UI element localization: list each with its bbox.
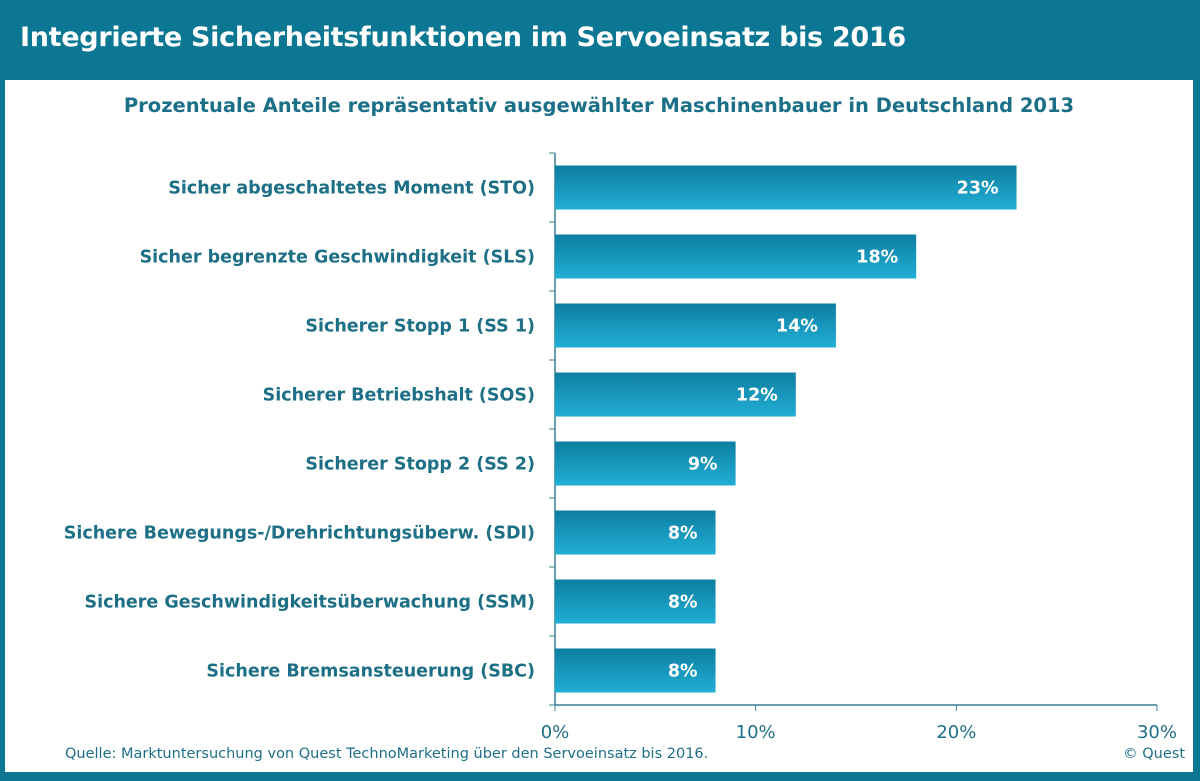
category-label: Sicher begrenzte Geschwindigkeit (SLS) — [140, 248, 535, 268]
source-note: Quelle: Marktuntersuchung von Quest Tech… — [65, 746, 709, 762]
x-tick-label: 10% — [736, 722, 776, 743]
data-label: 12% — [736, 386, 778, 406]
data-label: 9% — [688, 455, 718, 475]
category-label: Sicher abgeschaltetes Moment (STO) — [168, 179, 535, 199]
category-label: Sichere Geschwindigkeitsüberwachung (SSM… — [84, 593, 535, 613]
chart-panel: Prozentuale Anteile repräsentativ ausgew… — [5, 80, 1193, 772]
x-tick-label: 0% — [541, 722, 570, 743]
category-label: Sichere Bremsansteuerung (SBC) — [206, 662, 535, 682]
category-label: Sichere Bewegungs-/Drehrichtungsüberw. (… — [64, 524, 535, 544]
data-label: 23% — [957, 179, 999, 199]
bar — [555, 579, 716, 624]
bar — [555, 510, 716, 555]
copyright: © Quest — [1123, 746, 1185, 762]
data-label: 8% — [668, 593, 698, 613]
bar — [555, 441, 736, 486]
x-tick-label: 30% — [1137, 722, 1177, 743]
bar-chart: 0% 10% 20% 30% 23% Sicher abgeschaltetes Mome… — [64, 152, 1177, 743]
category-label: Sicherer Betriebshalt (SOS) — [263, 386, 535, 406]
x-tick-label: 20% — [936, 722, 976, 743]
data-label: 8% — [668, 662, 698, 682]
chart-subtitle: Prozentuale Anteile repräsentativ ausgew… — [123, 94, 1075, 117]
data-label: 18% — [856, 248, 898, 268]
bar — [555, 372, 796, 417]
category-label: Sicherer Stopp 1 (SS 1) — [305, 317, 535, 337]
bar — [555, 303, 836, 348]
bar — [555, 234, 917, 279]
data-label: 14% — [776, 317, 818, 337]
bar — [555, 648, 716, 693]
data-label: 8% — [668, 524, 698, 544]
chart-title: Integrierte Sicherheitsfunktionen im Ser… — [20, 22, 906, 53]
category-label: Sicherer Stopp 2 (SS 2) — [305, 455, 535, 475]
bar — [555, 165, 1017, 210]
